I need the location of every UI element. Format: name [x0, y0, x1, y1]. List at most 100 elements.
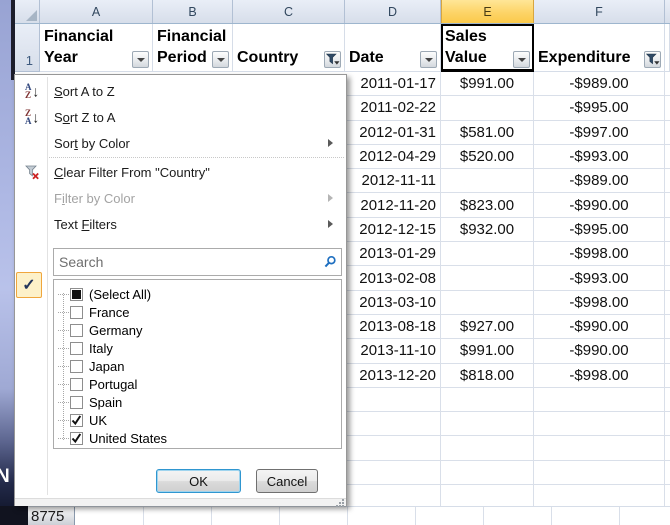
cell-sales[interactable]	[441, 387, 534, 412]
cell-exp[interactable]: -$995.00	[534, 217, 665, 242]
cell-date[interactable]: 2012-04-29	[345, 144, 441, 169]
cell-exp[interactable]: -$993.00	[534, 266, 665, 290]
cell-filler[interactable]	[665, 412, 670, 435]
header-cell-financial-period[interactable]: Financial Period	[153, 24, 233, 72]
cell-exp[interactable]	[534, 387, 665, 412]
cell-filler[interactable]	[665, 121, 670, 144]
cell-sales[interactable]	[441, 169, 534, 193]
cell-exp[interactable]: -$998.00	[534, 363, 665, 387]
cell-sales[interactable]	[441, 96, 534, 120]
checkbox-france[interactable]	[70, 305, 83, 319]
cell-date[interactable]: 2013-08-18	[345, 314, 441, 339]
cell-filler[interactable]	[665, 145, 670, 168]
cell-filler[interactable]	[665, 266, 670, 289]
header-cell-expenditure[interactable]: Expenditure	[534, 24, 665, 72]
cell-date[interactable]: 2013-11-10	[345, 339, 441, 363]
column-header-A[interactable]: A	[40, 0, 153, 23]
cell-sales[interactable]	[441, 412, 534, 436]
cell-exp[interactable]	[534, 485, 665, 509]
filter-dropdown-button-E[interactable]	[513, 51, 530, 68]
search-icon[interactable]	[323, 255, 337, 272]
row-header-8775[interactable]: 8775	[28, 507, 75, 525]
cell-filler[interactable]	[665, 72, 670, 95]
cell-sales[interactable]	[441, 266, 534, 290]
ok-button[interactable]: OK	[156, 469, 241, 493]
checkbox-select-all[interactable]	[70, 287, 83, 301]
cell-sales[interactable]	[441, 290, 534, 314]
resize-grip-icon[interactable]	[335, 496, 345, 507]
cell-exp[interactable]: -$995.00	[534, 96, 665, 120]
header-cell-financial-year[interactable]: Financial Year	[40, 24, 153, 72]
column-header-E[interactable]: E	[441, 0, 534, 23]
cell-sales[interactable]: $581.00	[441, 120, 534, 144]
cell-sales[interactable]: $818.00	[441, 363, 534, 387]
cell-exp[interactable]: -$993.00	[534, 144, 665, 169]
cell-filler[interactable]	[665, 461, 670, 484]
checkbox-spain[interactable]	[70, 395, 83, 409]
checkbox-united-states[interactable]	[70, 431, 83, 445]
filter-value-uk[interactable]: UK	[54, 411, 341, 429]
cell-date[interactable]: 2011-02-22	[345, 96, 441, 120]
column-header-F[interactable]: F	[534, 0, 665, 23]
menu-item-sort-a-to-z[interactable]: A Z ↓ Sort A to Z	[15, 78, 346, 104]
cell-exp[interactable]: -$997.00	[534, 120, 665, 144]
cell-filler[interactable]	[665, 485, 670, 508]
filter-dropdown-button-B[interactable]	[212, 51, 229, 68]
cell-sales[interactable]	[441, 242, 534, 266]
checkbox-uk[interactable]	[70, 413, 83, 427]
header-cell-sales-value[interactable]: Sales Value	[441, 24, 534, 72]
cell-sales[interactable]: $932.00	[441, 217, 534, 242]
cell-filler[interactable]	[665, 339, 670, 362]
cell-filler[interactable]	[665, 315, 670, 338]
cell-exp[interactable]	[534, 436, 665, 460]
cell-filler[interactable]	[665, 242, 670, 265]
cell-exp[interactable]: -$998.00	[534, 242, 665, 266]
cell-filler[interactable]	[665, 169, 670, 192]
filter-value-portugal[interactable]: Portugal	[54, 375, 341, 393]
filter-value-spain[interactable]: Spain	[54, 393, 341, 411]
select-all-corner[interactable]	[15, 0, 40, 23]
cell-date[interactable]	[345, 387, 441, 412]
header-cell-date[interactable]: Date	[345, 24, 441, 72]
cell-exp[interactable]: -$989.00	[534, 169, 665, 193]
cell-exp[interactable]: -$990.00	[534, 339, 665, 363]
checkbox-italy[interactable]	[70, 341, 83, 355]
cell-date[interactable]	[345, 485, 441, 509]
cell-exp[interactable]	[534, 460, 665, 485]
cell-filler[interactable]	[665, 388, 670, 411]
search-input[interactable]	[53, 248, 342, 276]
enter-checkmark-button[interactable]: ✓	[16, 272, 42, 298]
cell-date[interactable]: 2013-03-10	[345, 290, 441, 314]
header-cell-country[interactable]: Country	[233, 24, 345, 72]
cell-date[interactable]	[345, 460, 441, 485]
cell-date[interactable]: 2013-12-20	[345, 363, 441, 387]
cell-date[interactable]	[345, 436, 441, 460]
checkbox-portugal[interactable]	[70, 377, 83, 391]
menu-resize-bar[interactable]	[15, 496, 346, 507]
cell-exp[interactable]: -$989.00	[534, 72, 665, 96]
cancel-button[interactable]: Cancel	[256, 469, 318, 493]
cell-date[interactable]: 2012-12-15	[345, 217, 441, 242]
filter-dropdown-button-A[interactable]	[132, 51, 149, 68]
cell-sales[interactable]	[441, 436, 534, 460]
cell-exp[interactable]: -$990.00	[534, 193, 665, 217]
menu-item-sort-by-color[interactable]: Sort by Color	[15, 130, 346, 156]
cell-filler[interactable]	[665, 291, 670, 314]
filter-value-france[interactable]: France	[54, 303, 341, 321]
cell-sales[interactable]	[441, 460, 534, 485]
row-header-1[interactable]: 1	[15, 24, 40, 72]
cell-filler[interactable]	[665, 193, 670, 216]
cell-filler[interactable]	[665, 218, 670, 241]
cell-sales[interactable]: $991.00	[441, 339, 534, 363]
cell-sales[interactable]: $991.00	[441, 72, 534, 96]
cell-date[interactable]: 2011-01-17	[345, 72, 441, 96]
cell-exp[interactable]	[534, 412, 665, 436]
cell-filler[interactable]	[665, 96, 670, 119]
cell-date[interactable]	[345, 412, 441, 436]
cell-filler[interactable]	[665, 364, 670, 387]
cell-date[interactable]: 2012-01-31	[345, 120, 441, 144]
filter-value-italy[interactable]: Italy	[54, 339, 341, 357]
filter-value-united-states[interactable]: United States	[54, 429, 341, 447]
filter-applied-button-C[interactable]	[324, 51, 341, 68]
cell-date[interactable]: 2013-02-08	[345, 266, 441, 290]
